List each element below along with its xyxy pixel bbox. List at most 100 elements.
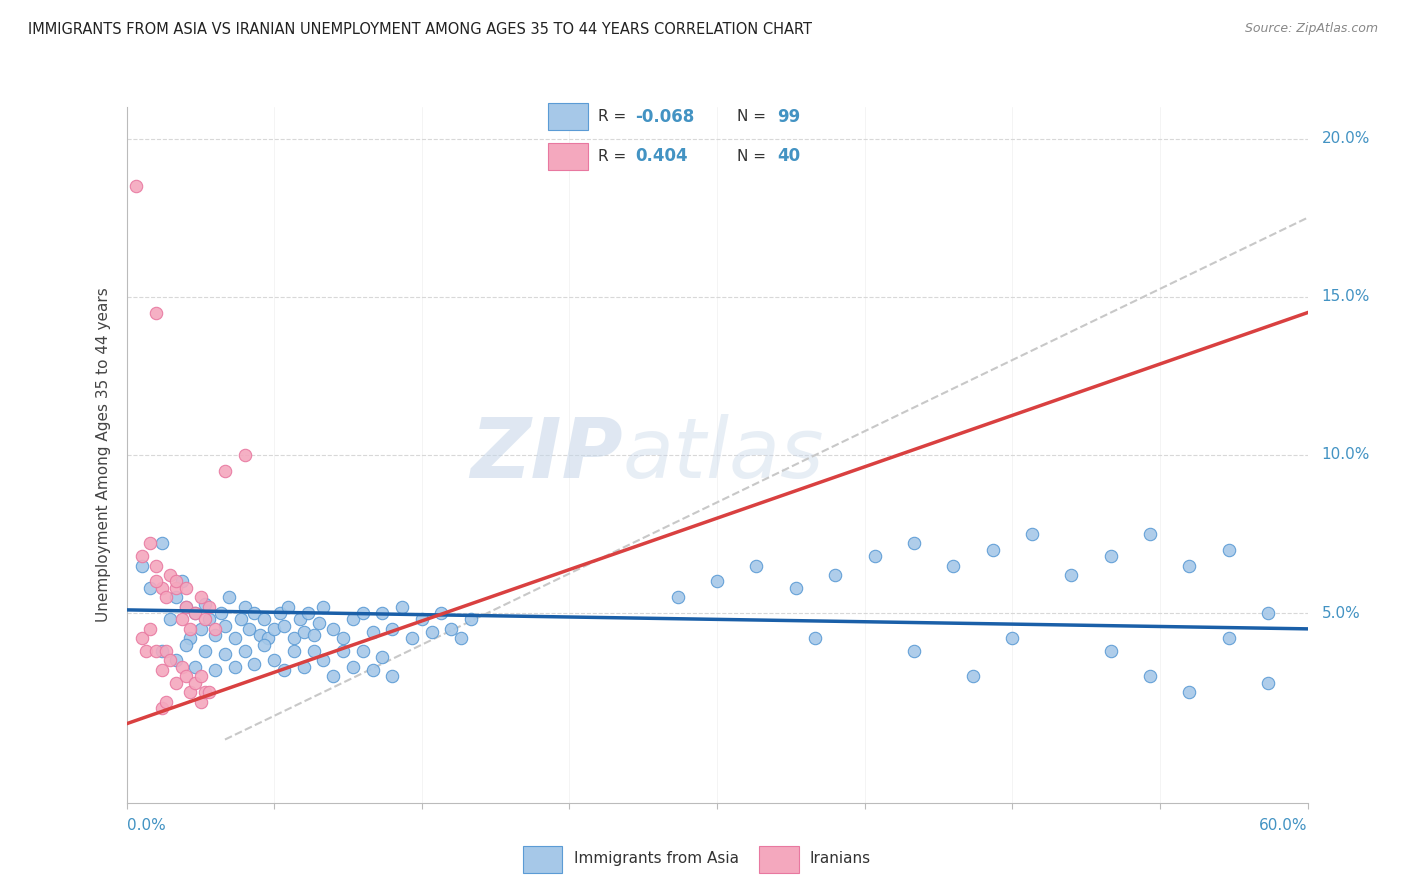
Point xyxy=(233,644,256,658)
Point xyxy=(229,612,252,626)
Point xyxy=(1099,644,1122,658)
Point xyxy=(981,542,1004,557)
Point xyxy=(1178,685,1201,699)
Point xyxy=(150,536,173,550)
Point xyxy=(243,606,266,620)
Point xyxy=(150,644,173,658)
Point xyxy=(253,638,276,652)
Point xyxy=(308,615,330,630)
Point xyxy=(165,574,187,589)
Point xyxy=(233,448,256,462)
Point xyxy=(1257,675,1279,690)
Point xyxy=(361,663,384,677)
Point xyxy=(190,622,212,636)
Point xyxy=(1099,549,1122,563)
Point xyxy=(150,581,173,595)
Text: R =: R = xyxy=(599,109,631,124)
Point xyxy=(342,660,364,674)
Point xyxy=(312,653,335,667)
Text: 5.0%: 5.0% xyxy=(1322,606,1361,621)
Text: 10.0%: 10.0% xyxy=(1322,448,1369,462)
Point xyxy=(312,599,335,614)
Point xyxy=(198,599,221,614)
Point xyxy=(139,581,162,595)
Point xyxy=(450,632,472,646)
Point xyxy=(381,622,404,636)
Point xyxy=(190,669,212,683)
Point xyxy=(1139,669,1161,683)
Point xyxy=(863,549,886,563)
Point xyxy=(322,669,344,683)
Point xyxy=(352,606,374,620)
Text: N =: N = xyxy=(737,149,770,164)
Point xyxy=(184,606,207,620)
Point xyxy=(204,628,226,642)
Point xyxy=(371,606,394,620)
Point xyxy=(190,591,212,605)
Point xyxy=(135,644,157,658)
Point xyxy=(155,591,177,605)
Point xyxy=(218,591,240,605)
Point xyxy=(352,644,374,658)
Bar xyxy=(548,103,588,130)
Point xyxy=(249,628,271,642)
Point xyxy=(209,606,232,620)
Point xyxy=(302,644,325,658)
Point xyxy=(159,653,181,667)
Point xyxy=(342,612,364,626)
Point xyxy=(174,581,197,595)
Point xyxy=(666,591,689,605)
Point xyxy=(381,669,404,683)
Point xyxy=(292,625,315,640)
Point xyxy=(302,628,325,642)
Point xyxy=(204,663,226,677)
Point xyxy=(332,632,354,646)
Point xyxy=(174,599,197,614)
Point xyxy=(1178,558,1201,573)
Point xyxy=(159,612,181,626)
Point xyxy=(174,599,197,614)
Point xyxy=(214,464,236,478)
Text: 99: 99 xyxy=(778,108,800,126)
Point xyxy=(785,581,807,595)
Point xyxy=(332,644,354,658)
Point xyxy=(420,625,443,640)
Point xyxy=(131,558,153,573)
Point xyxy=(253,612,276,626)
Point xyxy=(283,644,305,658)
Text: N =: N = xyxy=(737,109,770,124)
Point xyxy=(155,644,177,658)
Point xyxy=(257,632,280,646)
Point xyxy=(1218,632,1240,646)
Point xyxy=(224,660,246,674)
Point xyxy=(139,622,162,636)
Point xyxy=(165,653,187,667)
Point xyxy=(411,612,433,626)
Text: 20.0%: 20.0% xyxy=(1322,131,1369,146)
Point xyxy=(371,650,394,665)
Point xyxy=(430,606,453,620)
Point xyxy=(174,638,197,652)
Text: Iranians: Iranians xyxy=(810,851,870,866)
Point xyxy=(174,669,197,683)
Bar xyxy=(548,143,588,169)
Bar xyxy=(523,847,562,873)
Point xyxy=(145,574,167,589)
Point xyxy=(283,632,305,646)
Point xyxy=(292,660,315,674)
Text: 15.0%: 15.0% xyxy=(1322,289,1369,304)
Text: R =: R = xyxy=(599,149,631,164)
Point xyxy=(269,606,291,620)
Point xyxy=(150,701,173,715)
Point xyxy=(273,618,295,632)
Text: 60.0%: 60.0% xyxy=(1260,818,1308,833)
Point xyxy=(297,606,319,620)
Point xyxy=(198,685,221,699)
Y-axis label: Unemployment Among Ages 35 to 44 years: Unemployment Among Ages 35 to 44 years xyxy=(96,287,111,623)
Point xyxy=(322,622,344,636)
Point xyxy=(179,622,201,636)
Point xyxy=(155,695,177,709)
Point xyxy=(277,599,299,614)
Point xyxy=(1139,527,1161,541)
Point xyxy=(263,622,285,636)
